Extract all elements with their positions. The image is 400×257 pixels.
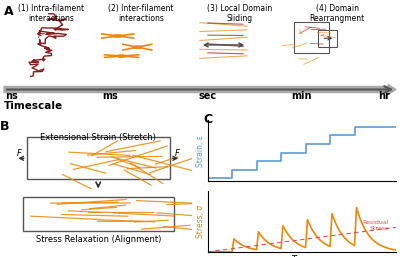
Text: F: F xyxy=(17,149,22,158)
Text: (3) Local Domain
Sliding: (3) Local Domain Sliding xyxy=(206,4,272,23)
Bar xyxy=(318,30,337,47)
Text: (1) Intra-filament
interactions: (1) Intra-filament interactions xyxy=(18,4,84,23)
Bar xyxy=(27,137,170,179)
Text: Timescale: Timescale xyxy=(4,101,63,111)
Text: Extensional Strain (Stretch): Extensional Strain (Stretch) xyxy=(40,133,156,142)
Text: F: F xyxy=(175,149,180,158)
Text: hr: hr xyxy=(378,91,390,101)
FancyArrow shape xyxy=(4,85,396,95)
Text: A: A xyxy=(4,5,14,18)
Text: F: F xyxy=(37,33,41,39)
X-axis label: Time: Time xyxy=(292,255,312,257)
Text: ns: ns xyxy=(6,91,18,101)
Text: min: min xyxy=(292,91,312,101)
Text: C: C xyxy=(204,113,213,126)
Bar xyxy=(23,197,174,231)
Text: Stress Relaxation (Alignment): Stress Relaxation (Alignment) xyxy=(36,235,161,244)
Y-axis label: Stress, σ: Stress, σ xyxy=(196,205,205,238)
Text: sec: sec xyxy=(199,91,217,101)
Text: (2) Inter-filament
interactions: (2) Inter-filament interactions xyxy=(108,4,174,23)
Text: (4) Domain
Rearrangment: (4) Domain Rearrangment xyxy=(310,4,365,23)
Text: ms: ms xyxy=(102,91,118,101)
Text: Residual
Stress: Residual Stress xyxy=(362,220,388,231)
Text: B: B xyxy=(0,120,10,133)
Bar xyxy=(294,22,329,53)
Y-axis label: Strain, ε: Strain, ε xyxy=(196,135,205,167)
